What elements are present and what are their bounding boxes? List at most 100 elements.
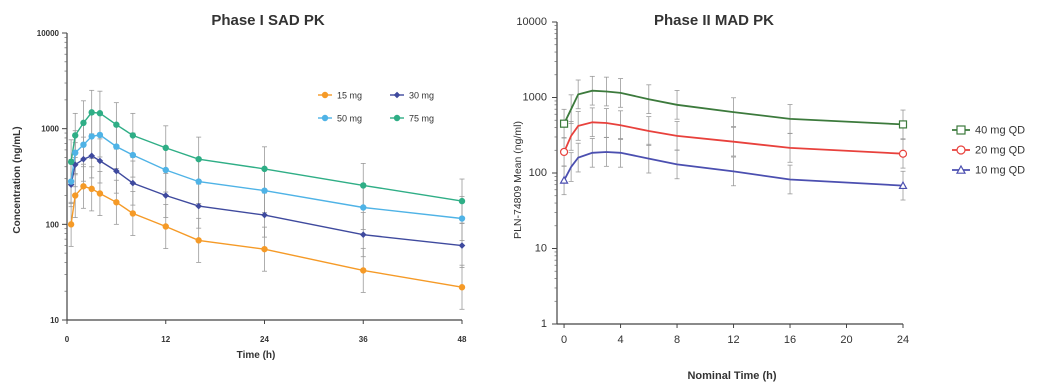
x-axis-label: Nominal Time (h) <box>687 370 776 382</box>
data-point <box>195 202 202 210</box>
x-tick-label: 48 <box>458 335 467 344</box>
data-point <box>162 223 169 230</box>
data-point <box>559 147 569 157</box>
x-tick-label: 12 <box>161 335 170 344</box>
legend-marker <box>321 91 329 99</box>
legend-marker <box>956 145 966 155</box>
data-point <box>129 132 137 139</box>
y-tick-label: 1000 <box>41 125 59 134</box>
x-tick-label: 24 <box>260 335 269 344</box>
y-tick-label: 100 <box>529 167 547 179</box>
data-point <box>898 149 908 158</box>
data-point <box>360 267 367 274</box>
legend-label: 20 mg QD <box>975 145 1025 157</box>
legend-label: 50 mg <box>337 114 362 124</box>
data-point <box>261 187 268 194</box>
data-point <box>113 143 120 150</box>
data-point <box>898 180 908 190</box>
legend-marker <box>321 114 329 122</box>
data-point <box>359 231 367 238</box>
series-line <box>563 151 904 187</box>
legend-label: 40 mg QD <box>975 125 1025 137</box>
data-point <box>80 141 87 148</box>
data-point <box>559 175 569 184</box>
legend-marker <box>393 114 401 122</box>
data-point <box>195 178 202 185</box>
y-tick-label: 1 <box>541 318 547 330</box>
legend-marker <box>393 91 401 99</box>
data-point <box>67 221 75 228</box>
data-point <box>80 119 87 127</box>
legend-label: 75 mg <box>409 114 434 124</box>
data-point <box>458 284 466 291</box>
data-point <box>458 242 466 249</box>
x-tick-label: 12 <box>727 334 739 346</box>
data-point <box>80 155 87 163</box>
data-point <box>96 110 104 117</box>
legend: 15 mg 30 mg 50 mg 75 mg <box>318 91 434 124</box>
data-point <box>261 211 268 219</box>
x-tick-label: 4 <box>617 334 623 346</box>
legend-label: 10 mg QD <box>975 165 1025 177</box>
y-tick-label: 1000 <box>523 92 547 104</box>
data-point <box>898 120 908 129</box>
phase2-chart: Phase II MAD PK Nominal Time (h) PLN-748… <box>512 12 1025 382</box>
x-tick-label: 0 <box>65 335 70 344</box>
legend: 40 mg QD 20 mg QD 10 mg QD <box>952 125 1025 177</box>
data-point <box>113 121 120 128</box>
data-point <box>96 131 104 139</box>
data-point <box>88 185 95 193</box>
data-point <box>162 192 170 199</box>
data-point <box>261 245 268 253</box>
x-tick-label: 16 <box>784 334 796 346</box>
data-point <box>96 157 104 165</box>
data-point <box>261 165 268 173</box>
y-tick-label: 10 <box>535 243 547 255</box>
data-point <box>72 149 79 156</box>
data-point <box>129 210 137 217</box>
x-tick-label: 8 <box>674 334 680 346</box>
y-tick-label: 10000 <box>516 16 547 28</box>
series-line <box>563 89 904 126</box>
series-line <box>563 121 904 155</box>
x-tick-label: 0 <box>561 334 567 346</box>
data-point <box>72 192 79 199</box>
x-tick-label: 36 <box>359 335 368 344</box>
data-point <box>195 237 202 244</box>
legend-marker <box>956 125 966 135</box>
data-point <box>96 190 104 197</box>
y-tick-label: 10 <box>50 316 59 325</box>
data-point <box>67 178 75 185</box>
data-point <box>458 215 466 222</box>
data-point <box>88 133 95 140</box>
legend-label: 15 mg <box>337 91 362 101</box>
chart-title: Phase II MAD PK <box>654 12 774 29</box>
data-point <box>113 167 120 175</box>
x-tick-label: 24 <box>897 334 909 346</box>
phase1-chart: Phase I SAD PK Time (h) Concentration (n… <box>12 12 467 361</box>
x-axis-label: Time (h) <box>237 350 276 361</box>
legend-marker <box>955 164 967 174</box>
data-point <box>67 158 75 166</box>
data-point <box>129 179 137 187</box>
data-point <box>559 119 569 128</box>
y-tick-label: 10000 <box>37 29 60 38</box>
y-axis-label: PLN-74809 Mean (ng/ml) <box>512 121 524 239</box>
data-point <box>458 197 466 205</box>
x-tick-label: 20 <box>840 334 852 346</box>
data-point <box>162 144 169 152</box>
chart-title: Phase I SAD PK <box>211 12 325 29</box>
data-point <box>162 166 169 174</box>
data-point <box>113 199 120 206</box>
data-point <box>88 109 95 116</box>
data-point <box>360 182 367 189</box>
y-tick-label: 100 <box>46 220 60 229</box>
y-axis-label: Concentration (ng/mL) <box>12 126 23 233</box>
data-point <box>80 183 87 190</box>
data-point <box>360 204 367 211</box>
data-point <box>129 151 137 159</box>
series-line <box>70 111 463 202</box>
data-point <box>88 152 95 160</box>
legend-label: 30 mg <box>409 91 434 101</box>
data-point <box>195 155 202 163</box>
